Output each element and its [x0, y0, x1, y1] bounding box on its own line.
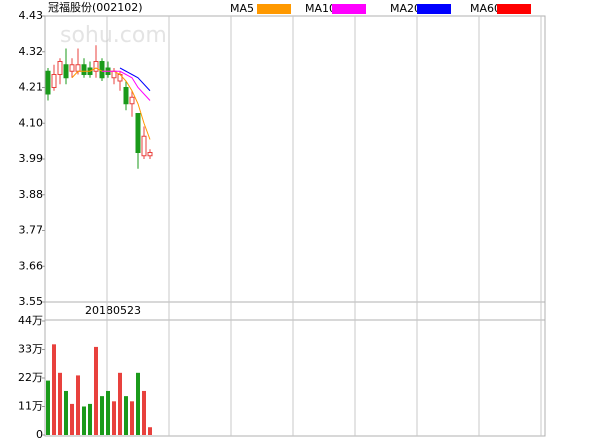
candle-body — [75, 64, 81, 72]
legend-label: MA10 — [305, 2, 336, 15]
y-tick-label: 0 — [36, 428, 43, 440]
y-tick-label: 33万 — [18, 343, 43, 356]
legend-label: MA5 — [230, 2, 254, 15]
legend-swatch — [417, 4, 451, 14]
y-tick-label: 3.77 — [19, 224, 44, 237]
volume-bar — [130, 401, 134, 435]
legend-swatch — [257, 4, 291, 14]
volume-bar — [106, 390, 110, 435]
volume-bar — [52, 344, 56, 435]
candle-body — [45, 70, 51, 95]
y-tick-label: 4.21 — [19, 81, 44, 94]
candle-body — [63, 64, 69, 79]
y-tick-label: 3.88 — [19, 188, 44, 201]
frame — [44, 15, 546, 437]
y-tick-label: 4.10 — [19, 116, 44, 129]
candle-body — [57, 61, 63, 75]
volume-bar — [118, 372, 122, 435]
y-tick-label: 22万 — [18, 371, 43, 384]
volume-bar — [136, 372, 140, 435]
volume-bar — [64, 390, 68, 435]
y-tick-label: 4.43 — [19, 9, 44, 22]
chart-title: 冠福股份(002102) — [48, 0, 143, 14]
candle-body — [81, 64, 87, 75]
volume-bar — [88, 403, 92, 435]
y-tick-label: 3.55 — [19, 295, 44, 308]
candle-body — [129, 96, 135, 105]
ma-line — [102, 70, 151, 101]
volume-bar — [112, 401, 116, 435]
volume-bar — [82, 406, 86, 435]
candle-body — [69, 64, 75, 72]
candle-body — [123, 87, 129, 105]
volume-bar — [46, 380, 50, 435]
date-label: 20180523 — [85, 304, 141, 317]
candle-body — [147, 152, 153, 157]
candle-body — [51, 74, 57, 88]
ma-line — [119, 67, 151, 92]
volume-bar — [76, 375, 80, 435]
y-tick-label: 11万 — [18, 400, 43, 413]
candle-body — [99, 61, 105, 79]
legend-label: MA60 — [470, 2, 501, 15]
candle-body — [93, 61, 99, 72]
y-tick-label: 4.32 — [19, 45, 44, 58]
volume-bar — [58, 372, 62, 435]
watermark: sohu.com — [60, 23, 167, 48]
y-tick-label: 3.66 — [19, 259, 44, 272]
legend-label: MA20 — [390, 2, 421, 15]
candle-body — [135, 113, 141, 153]
volume-bar — [100, 396, 104, 435]
volume-bar — [70, 403, 74, 435]
y-tick-label: 3.99 — [19, 152, 44, 165]
legend-swatch — [497, 4, 531, 14]
volume-bar — [142, 390, 146, 435]
volume-bar — [148, 427, 152, 435]
volume-bar — [124, 396, 128, 435]
y-tick-label: 44万 — [18, 314, 43, 327]
legend-swatch — [332, 4, 366, 14]
volume-bar — [94, 346, 98, 435]
candle-body — [141, 135, 147, 157]
